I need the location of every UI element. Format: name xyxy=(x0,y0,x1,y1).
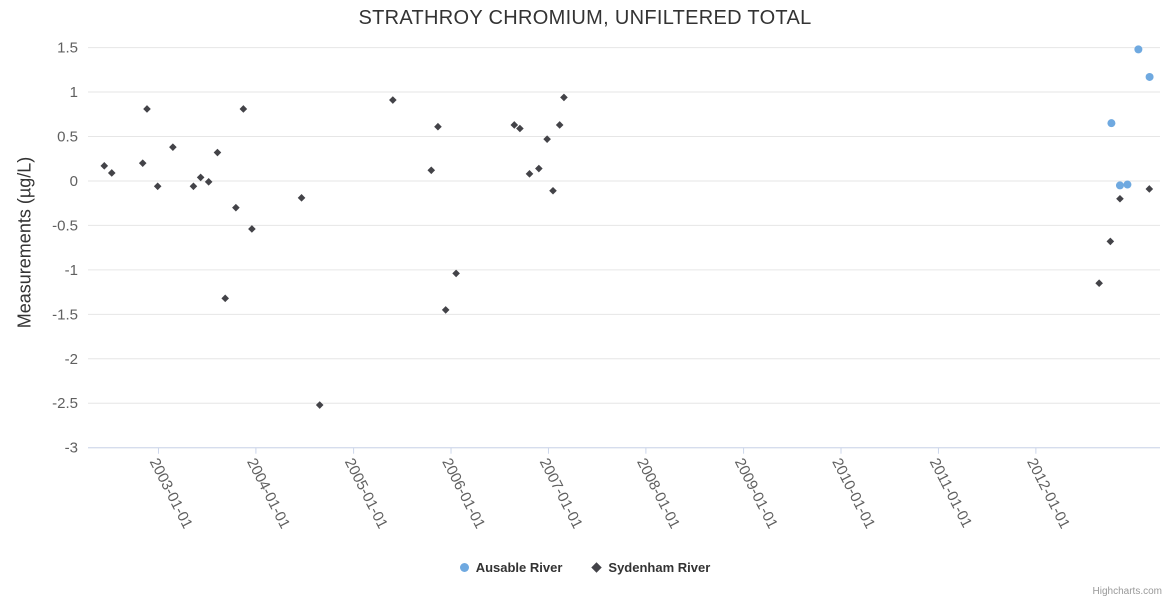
data-point-sydenham-river[interactable] xyxy=(1095,279,1103,288)
x-tick-label: 2009-01-01 xyxy=(731,455,781,531)
data-point-sydenham-river[interactable] xyxy=(427,166,436,175)
x-tick-label: 2004-01-01 xyxy=(243,455,293,531)
data-point-sydenham-river[interactable] xyxy=(560,93,568,102)
data-point-sydenham-river[interactable] xyxy=(143,105,151,113)
chart-title: STRATHROY CHROMIUM, UNFILTERED TOTAL xyxy=(358,7,812,29)
data-point-sydenham-river[interactable] xyxy=(516,124,524,133)
data-point-sydenham-river[interactable] xyxy=(549,186,557,195)
data-point-sydenham-river[interactable] xyxy=(525,170,534,178)
x-tick-label: 2010-01-01 xyxy=(828,455,878,531)
data-point-sydenham-river[interactable] xyxy=(248,225,256,233)
data-point-ausable-river[interactable] xyxy=(1123,180,1132,189)
data-point-ausable-river[interactable] xyxy=(1115,181,1124,190)
y-tick-label: 0.5 xyxy=(57,129,78,146)
data-point-sydenham-river[interactable] xyxy=(389,96,397,104)
y-tick-label: -2 xyxy=(65,351,78,368)
data-point-sydenham-river[interactable] xyxy=(221,294,230,303)
y-tick-label: -1 xyxy=(65,262,78,279)
y-tick-label: -1.5 xyxy=(52,306,78,323)
x-tick-label: 2006-01-01 xyxy=(438,455,488,531)
legend: Ausable River Sydenham River xyxy=(0,560,1170,575)
data-point-sydenham-river[interactable] xyxy=(100,162,109,170)
data-point-sydenham-river[interactable] xyxy=(153,182,162,191)
data-point-sydenham-river[interactable] xyxy=(1116,194,1124,203)
data-point-sydenham-river[interactable] xyxy=(434,122,442,131)
legend-item-ausable-river[interactable]: Ausable River xyxy=(459,560,563,575)
data-point-sydenham-river[interactable] xyxy=(196,173,205,182)
y-tick-label: 1 xyxy=(70,84,78,101)
data-point-sydenham-river[interactable] xyxy=(239,105,248,113)
legend-item-sydenham-river[interactable]: Sydenham River xyxy=(591,560,711,575)
y-tick-label: -2.5 xyxy=(52,395,78,412)
data-point-sydenham-river[interactable] xyxy=(107,169,116,177)
data-point-sydenham-river[interactable] xyxy=(1106,237,1115,246)
x-tick-label: 2008-01-01 xyxy=(633,455,683,531)
x-tick-label: 2003-01-01 xyxy=(146,455,196,531)
data-point-sydenham-river[interactable] xyxy=(138,159,147,167)
legend-diamond-marker-icon xyxy=(591,562,603,573)
legend-label: Sydenham River xyxy=(608,560,711,575)
data-point-ausable-river[interactable] xyxy=(1145,72,1154,81)
data-point-sydenham-river[interactable] xyxy=(204,178,213,186)
legend-label: Ausable River xyxy=(475,560,563,575)
data-point-sydenham-river[interactable] xyxy=(543,135,551,143)
legend-circle-marker-icon xyxy=(459,563,469,572)
y-tick-label: -0.5 xyxy=(52,217,78,234)
x-tick-label: 2007-01-01 xyxy=(536,455,586,531)
data-point-sydenham-river[interactable] xyxy=(441,306,450,314)
data-point-sydenham-river[interactable] xyxy=(555,121,564,129)
data-point-sydenham-river[interactable] xyxy=(297,194,306,202)
x-tick-label: 2011-01-01 xyxy=(926,455,975,530)
data-point-sydenham-river[interactable] xyxy=(189,182,198,191)
data-point-sydenham-river[interactable] xyxy=(169,143,177,151)
x-tick-label: 2005-01-01 xyxy=(341,455,391,531)
data-point-sydenham-river[interactable] xyxy=(1145,185,1154,193)
data-point-sydenham-river[interactable] xyxy=(535,164,543,173)
y-tick-label: 0 xyxy=(70,173,78,190)
data-point-sydenham-river[interactable] xyxy=(213,148,222,157)
data-point-sydenham-river[interactable] xyxy=(452,269,460,278)
y-tick-label: 1.5 xyxy=(57,40,78,57)
data-point-ausable-river[interactable] xyxy=(1134,45,1143,54)
data-point-ausable-river[interactable] xyxy=(1107,119,1116,128)
data-point-sydenham-river[interactable] xyxy=(510,121,519,129)
credits-link[interactable]: Highcharts.com xyxy=(1092,586,1162,597)
x-tick-label: 2012-01-01 xyxy=(1023,455,1073,531)
y-tick-label: -3 xyxy=(65,440,78,457)
data-point-sydenham-river[interactable] xyxy=(315,401,324,409)
data-point-sydenham-river[interactable] xyxy=(232,203,240,212)
